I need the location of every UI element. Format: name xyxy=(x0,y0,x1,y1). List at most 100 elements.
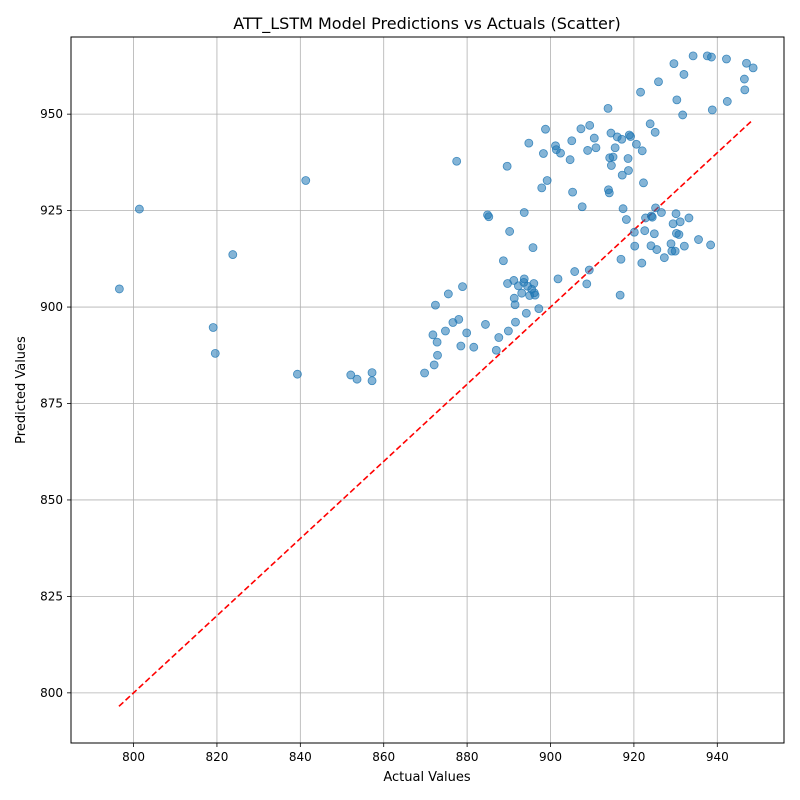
data-point xyxy=(510,300,520,310)
data-point xyxy=(659,253,669,263)
data-point xyxy=(584,265,594,275)
data-point xyxy=(511,317,520,327)
data-point xyxy=(441,326,450,336)
data-point xyxy=(565,155,575,165)
x-tick-label: 820 xyxy=(205,750,228,764)
data-point xyxy=(529,279,539,288)
data-point xyxy=(539,149,548,158)
y-tick-label: 925 xyxy=(40,204,63,218)
data-point xyxy=(636,87,645,97)
data-point xyxy=(577,202,587,212)
data-point xyxy=(604,188,614,198)
data-point xyxy=(626,132,635,141)
data-point xyxy=(582,279,592,289)
data-point xyxy=(484,212,494,222)
data-point xyxy=(707,52,716,62)
data-point xyxy=(432,337,442,347)
data-point xyxy=(134,204,144,214)
data-point xyxy=(585,120,595,130)
data-point xyxy=(608,152,618,162)
data-point xyxy=(617,134,627,144)
data-point xyxy=(420,368,429,378)
data-point xyxy=(650,127,660,137)
data-point xyxy=(429,360,439,370)
data-point xyxy=(228,250,238,259)
data-point xyxy=(672,95,682,105)
data-point xyxy=(654,77,663,87)
data-point xyxy=(567,136,577,146)
data-point xyxy=(688,51,698,61)
data-point xyxy=(630,241,640,251)
y-tick-label: 900 xyxy=(40,300,63,314)
data-point xyxy=(649,229,659,239)
data-point xyxy=(670,246,680,256)
data-point xyxy=(583,146,593,155)
data-point xyxy=(748,63,758,73)
data-point xyxy=(530,290,540,300)
data-point xyxy=(742,58,751,68)
data-point xyxy=(671,209,681,219)
data-point xyxy=(491,345,501,355)
y-axis-ticks: 800 825 850 875 900 925 950 xyxy=(40,107,71,700)
data-point xyxy=(603,103,613,113)
x-axis-label: Actual Values xyxy=(383,770,471,785)
data-point xyxy=(208,323,218,332)
data-point xyxy=(647,212,657,222)
data-point xyxy=(637,146,647,156)
data-point xyxy=(669,59,679,69)
data-point xyxy=(645,119,655,129)
data-point xyxy=(505,227,515,236)
x-tick-label: 800 xyxy=(122,750,145,764)
data-point xyxy=(494,333,504,342)
data-point xyxy=(694,235,703,244)
data-point xyxy=(631,139,641,149)
y-tick-label: 875 xyxy=(40,397,63,411)
data-point xyxy=(481,320,490,329)
data-point xyxy=(679,70,689,79)
y-tick-label: 825 xyxy=(40,589,63,603)
data-point xyxy=(367,376,377,386)
data-point xyxy=(610,143,620,153)
x-axis-ticks: 800 820 840 860 880 900 920 940 xyxy=(122,743,729,764)
data-point xyxy=(428,330,438,340)
data-point xyxy=(637,258,647,268)
data-point xyxy=(706,240,716,250)
data-point xyxy=(431,300,440,310)
data-point xyxy=(617,170,627,180)
data-point xyxy=(576,124,586,134)
x-tick-label: 900 xyxy=(539,750,562,764)
data-point xyxy=(623,154,633,163)
data-point xyxy=(537,183,547,193)
data-point xyxy=(739,74,749,84)
data-point xyxy=(458,282,467,292)
x-tick-label: 920 xyxy=(622,750,645,764)
data-point xyxy=(519,208,529,217)
y-tick-label: 800 xyxy=(40,686,63,700)
data-point xyxy=(498,256,508,266)
y-tick-label: 850 xyxy=(40,493,63,507)
plot-frame xyxy=(70,36,785,744)
data-point xyxy=(740,85,750,95)
data-point xyxy=(679,241,689,251)
data-point xyxy=(722,97,732,106)
data-point xyxy=(352,374,362,384)
data-point xyxy=(469,342,479,352)
data-point xyxy=(293,369,302,379)
data-point xyxy=(524,138,534,148)
x-tick-label: 840 xyxy=(289,750,312,764)
data-point xyxy=(542,176,552,185)
data-point xyxy=(629,227,639,237)
data-point xyxy=(502,161,512,171)
data-point xyxy=(707,105,717,115)
data-point xyxy=(674,230,684,239)
data-point xyxy=(606,161,616,170)
scatter-points xyxy=(114,51,758,386)
data-point xyxy=(616,254,626,264)
y-axis-label: Predicted Values xyxy=(14,336,29,444)
data-point xyxy=(651,203,660,213)
data-point xyxy=(684,213,694,223)
y-tick-label: 950 xyxy=(40,107,63,121)
data-point xyxy=(624,166,633,175)
data-point xyxy=(615,290,625,300)
